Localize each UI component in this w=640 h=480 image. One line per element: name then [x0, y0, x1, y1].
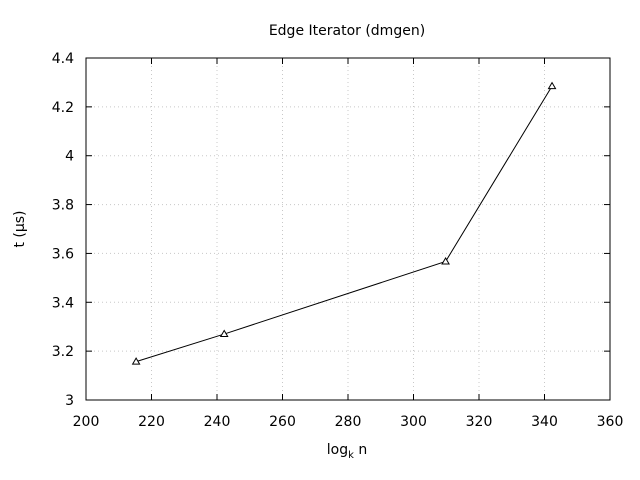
y-tick-label: 4 — [65, 149, 74, 165]
y-axis-label: t (µs) — [12, 210, 28, 247]
ticks — [85, 57, 611, 401]
series — [131, 81, 557, 365]
x-tick-label: 260 — [269, 414, 296, 430]
x-tick-label: 320 — [466, 414, 493, 430]
data-point-marker — [131, 357, 141, 365]
chart-title: Edge Iterator (dmgen) — [269, 23, 425, 39]
x-tick-label: 200 — [73, 414, 100, 430]
x-tick-label: 240 — [204, 414, 231, 430]
series-line — [135, 85, 553, 363]
x-axis-label-tail: n — [354, 442, 367, 458]
plot-frame — [85, 57, 611, 401]
x-axis-label-base: log — [327, 442, 348, 458]
y-tick-label: 3.6 — [52, 246, 74, 262]
x-tick-label: 220 — [138, 414, 165, 430]
x-tick-label: 280 — [335, 414, 362, 430]
x-tick-labels: 200 220 240 260 280 300 320 340 360 — [73, 414, 624, 430]
data-point-marker — [219, 329, 229, 338]
y-tick-label: 4.4 — [52, 51, 74, 67]
x-tick-label: 340 — [531, 414, 558, 430]
x-tick-label: 300 — [400, 414, 427, 430]
y-tick-labels: 3 3.2 3.4 3.6 3.8 4 4.2 4.4 — [52, 51, 74, 409]
data-point-marker — [547, 81, 557, 90]
grid — [86, 58, 610, 400]
y-tick-label: 3.2 — [52, 344, 74, 360]
y-tick-label: 4.2 — [52, 100, 74, 116]
data-point-marker — [441, 256, 450, 265]
x-axis-label-subscript: k — [348, 450, 354, 461]
y-tick-label: 3 — [65, 393, 74, 409]
y-tick-label: 3.8 — [52, 198, 74, 214]
x-tick-label: 360 — [597, 414, 624, 430]
y-tick-label: 3.4 — [52, 295, 74, 311]
x-axis-label: logk n — [327, 442, 367, 461]
